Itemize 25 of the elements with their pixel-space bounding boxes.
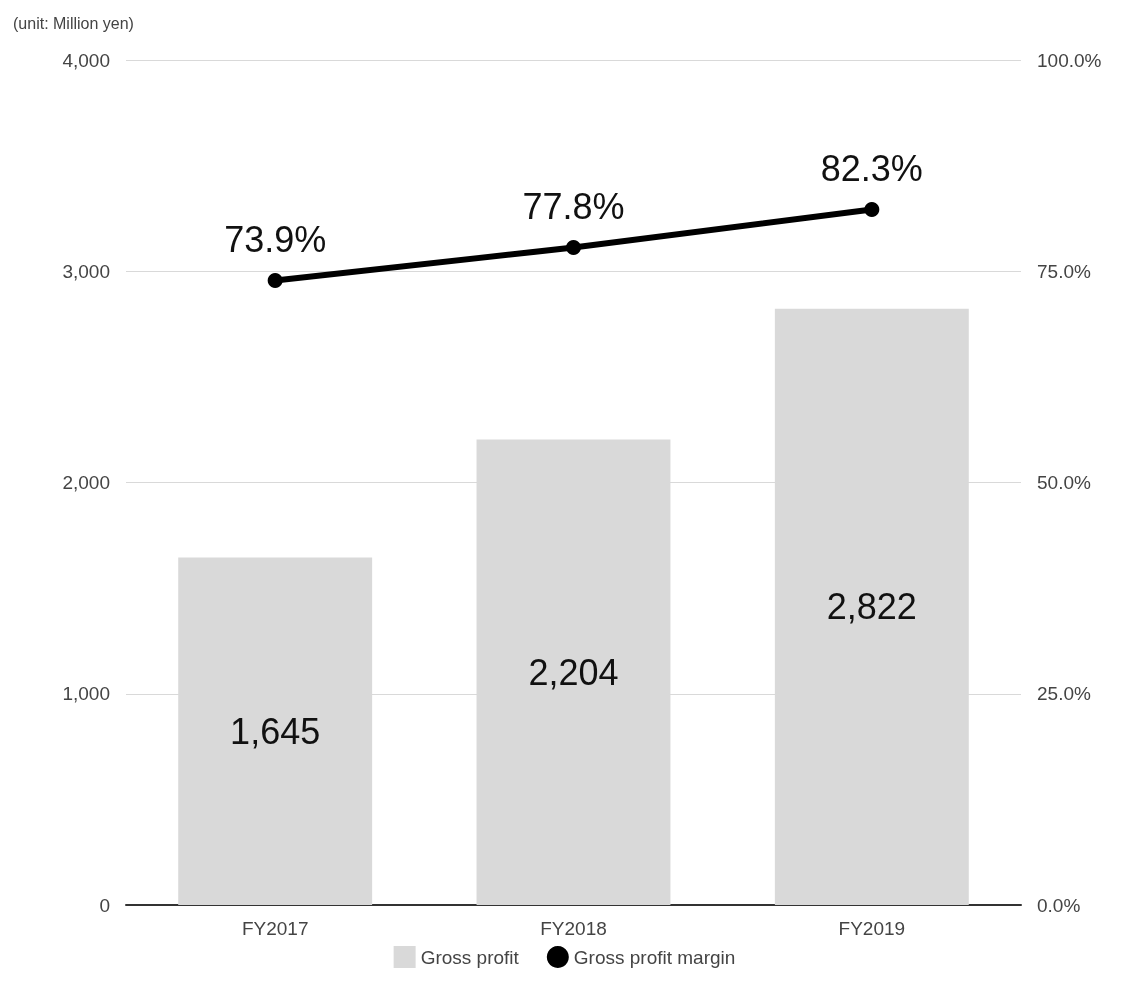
x-tick-label: FY2017 [241,918,309,939]
data-label: 2,822 [826,586,917,628]
y2-tick-label: 50.0% [1037,472,1091,493]
y2-tick-label: 75.0% [1037,260,1091,282]
data-label: 73.9% [224,218,327,260]
point [864,202,880,218]
y2-tick-label: 25.0% [1037,683,1091,705]
legend-label: Gross profit [420,946,520,968]
data-label: 77.8% [522,185,625,227]
point [267,273,283,289]
x-tick-label: FY2019 [838,918,906,939]
y2-tick-label: 0.0% [1037,894,1081,916]
x-tick-label: FY2018 [540,918,607,939]
y-tick-label: 2,000 [62,472,110,493]
y-tick-label: 3,000 [62,260,110,282]
legend-label: Gross profit margin [573,946,736,968]
y-tick-label: 0 [99,894,110,916]
data-label: 1,645 [230,710,321,752]
y-tick-label: 1,000 [62,683,110,705]
point [566,240,581,256]
text: (unit: Million yen) [13,14,134,32]
data-label: 2,204 [528,651,619,693]
y-tick-label: 4,000 [62,49,110,71]
data-label: 82.3% [820,147,923,189]
y2-tick-label: 100.0% [1037,49,1102,71]
